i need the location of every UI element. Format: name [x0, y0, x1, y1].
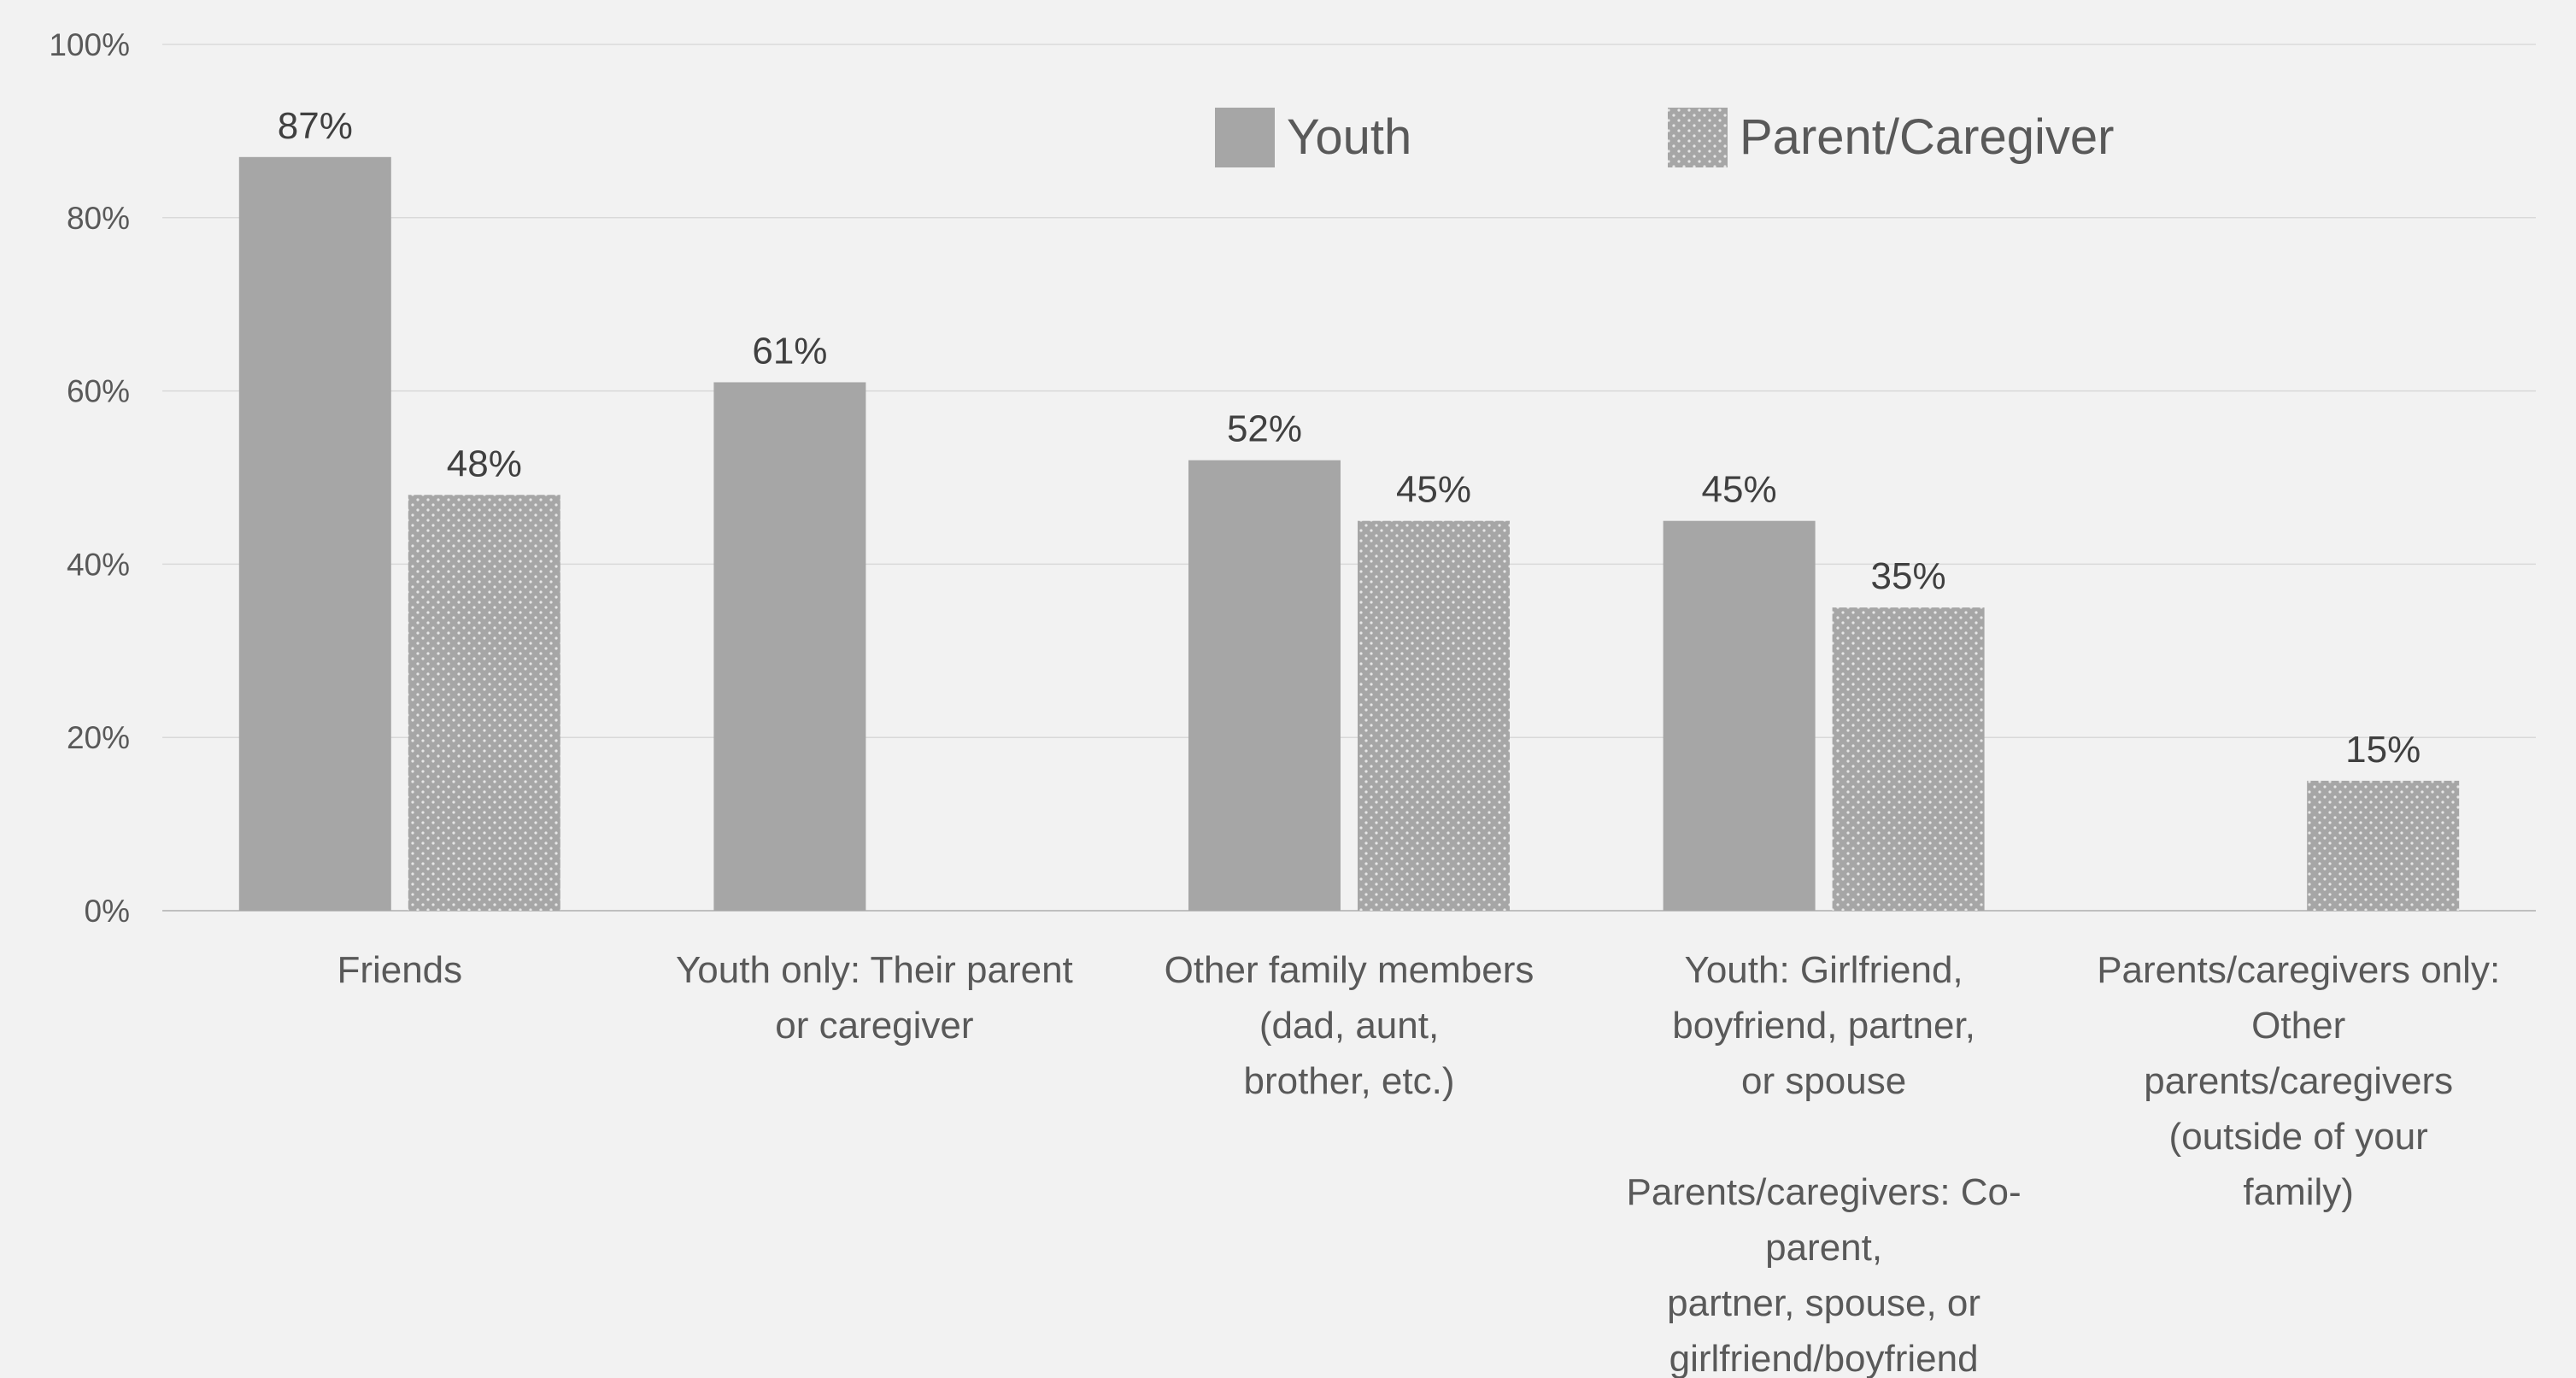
x-category-label: Parents/caregivers only: Other parents/car…: [2097, 949, 2500, 1213]
x-category-label-line: parents/caregivers: [2144, 1060, 2453, 1102]
x-category-label-line: Youth only: Their parent: [676, 949, 1073, 991]
bar-parent-caregiver: [1832, 607, 1985, 911]
data-label: 45%: [1702, 469, 1777, 511]
x-category-label: Youth only: Their parent or caregiver: [676, 949, 1073, 1047]
bar-parent-caregiver: [408, 495, 560, 911]
y-tick-label: 100%: [49, 27, 130, 62]
x-category-label-line: parent,: [1765, 1227, 1882, 1269]
legend-label: Youth: [1287, 109, 1411, 165]
bar-youth: [1663, 520, 1816, 911]
y-tick-label: 80%: [67, 201, 130, 236]
x-axis-category-labels: Friends Youth only: Their parent or caregi…: [337, 949, 2500, 1378]
bar-youth: [713, 382, 866, 912]
data-label: 15%: [2345, 729, 2421, 771]
data-labels: 87% 48% 61% 52% 45% 45% 35% 15%: [278, 105, 2421, 771]
data-label: 48%: [447, 443, 522, 484]
bar-youth: [1188, 460, 1341, 911]
data-label: 35%: [1871, 555, 1946, 597]
legend: Youth Parent/Caregiver: [1215, 108, 2114, 167]
legend-item-youth: Youth: [1215, 108, 1411, 167]
y-tick-label: 20%: [67, 720, 130, 755]
x-category-label-line: Friends: [337, 949, 462, 991]
bar-parent-caregiver: [2307, 780, 2460, 911]
legend-swatch: [1215, 108, 1275, 167]
x-category-label-line: Youth: Girlfriend,: [1685, 949, 1963, 991]
y-tick-label: 40%: [67, 547, 130, 582]
y-tick-label: 60%: [67, 374, 130, 409]
legend-label: Parent/Caregiver: [1740, 109, 2114, 165]
x-category-label-line: (dad, aunt,: [1259, 1005, 1439, 1047]
x-category-label-line: brother, etc.): [1243, 1060, 1454, 1102]
x-category-label-line: Other family members: [1165, 949, 1534, 991]
x-category-label-line: or caregiver: [775, 1005, 973, 1047]
legend-swatch: [1668, 108, 1728, 167]
x-category-label: Other family members (dad, aunt, brother, …: [1165, 949, 1534, 1102]
x-category-label-line: Parents/caregivers: Co-: [1627, 1171, 2021, 1213]
data-label: 61%: [752, 330, 827, 372]
data-label: 45%: [1396, 469, 1471, 511]
bars: [238, 156, 2460, 912]
x-category-label-line: Other: [2251, 1005, 2345, 1047]
x-category-label: Youth: Girlfriend, boyfriend, partner, or …: [1627, 949, 2021, 1378]
x-category-label-line: Parents/caregivers only:: [2097, 949, 2500, 991]
legend-item-parent-caregiver: Parent/Caregiver: [1668, 108, 2114, 167]
x-category-label-line: girlfriend/boyfriend: [1669, 1338, 1979, 1378]
x-category-label: Friends: [337, 949, 462, 991]
x-category-label-line: boyfriend, partner,: [1672, 1005, 1975, 1047]
data-label: 87%: [278, 105, 353, 147]
x-category-label-line: family): [2243, 1171, 2354, 1213]
bar-youth: [238, 156, 391, 911]
x-category-label-line: [1818, 1116, 1828, 1158]
data-label: 52%: [1227, 408, 1302, 450]
x-category-label-line: or spouse: [1741, 1060, 1906, 1102]
y-tick-label: 0%: [85, 894, 130, 929]
y-axis-tick-labels: 0% 20% 40% 60% 80% 100%: [49, 27, 130, 929]
bar-parent-caregiver: [1358, 520, 1510, 911]
x-category-label-line: (outside of your: [2169, 1116, 2428, 1158]
x-category-label-line: partner, spouse, or: [1667, 1282, 1980, 1324]
